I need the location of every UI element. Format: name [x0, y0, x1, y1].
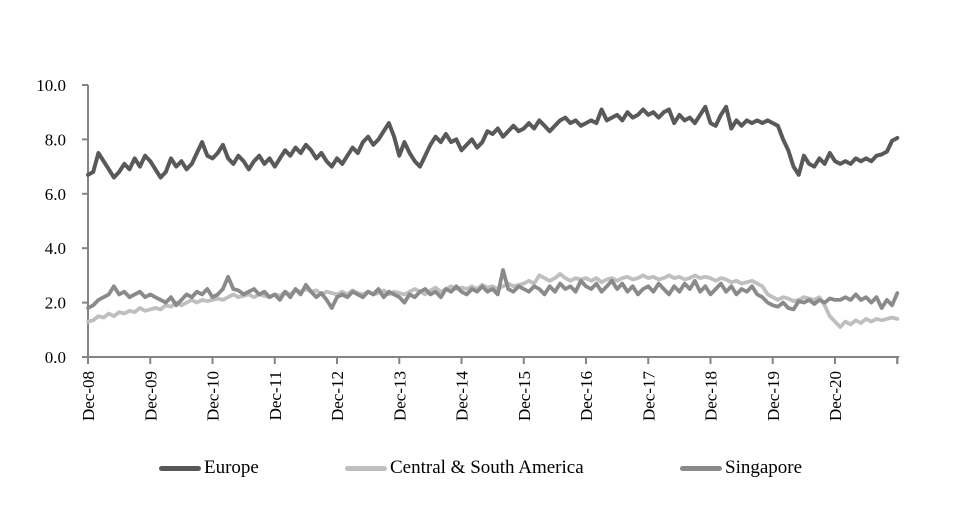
x-axis-tick-label: Dec-17 — [639, 371, 658, 422]
series-line-singapore — [86, 268, 900, 312]
legend-label-central-south-america: Central & South America — [390, 457, 584, 478]
x-axis-tick-label: Dec-11 — [266, 371, 285, 420]
x-axis-tick-label: Dec-15 — [515, 371, 534, 421]
x-axis-tick-label: Dec-20 — [826, 371, 845, 421]
legend-item-singapore: Singapore — [680, 455, 802, 481]
legend: Europe Central & South America Singapore — [0, 455, 960, 483]
y-axis-tick-label: 6.0 — [45, 185, 66, 204]
y-axis-tick-label: 8.0 — [45, 130, 66, 149]
y-axis-tick-label: 2.0 — [45, 294, 66, 313]
legend-label-europe: Europe — [204, 457, 259, 478]
series-line-central-south-america — [86, 272, 900, 330]
legend-item-europe: Europe — [159, 455, 259, 481]
x-axis-tick-label: Dec-12 — [328, 371, 347, 421]
series-line-europe — [86, 104, 900, 180]
legend-label-singapore: Singapore — [725, 457, 803, 478]
x-axis-tick-label: Dec-19 — [764, 371, 783, 421]
legend-item-central-south-america: Central & South America — [345, 455, 584, 481]
legend-swatch-central-south-america — [345, 465, 387, 471]
y-axis-tick-label: 0.0 — [45, 348, 66, 367]
x-axis-tick-label: Dec-14 — [453, 371, 472, 422]
x-axis-tick-label: Dec-10 — [204, 371, 223, 421]
legend-swatch-europe — [159, 465, 201, 471]
x-axis-tick-label: Dec-16 — [577, 371, 596, 421]
x-axis-tick-label: Dec-09 — [141, 371, 160, 421]
legend-swatch-singapore — [680, 465, 722, 471]
x-axis-tick-label: Dec-08 — [79, 371, 98, 421]
x-axis-tick-label: Dec-13 — [390, 371, 409, 421]
y-axis-tick-label: 10.0 — [36, 76, 66, 95]
x-axis-tick-label: Dec-18 — [702, 371, 721, 421]
y-axis-tick-label: 4.0 — [45, 239, 66, 258]
